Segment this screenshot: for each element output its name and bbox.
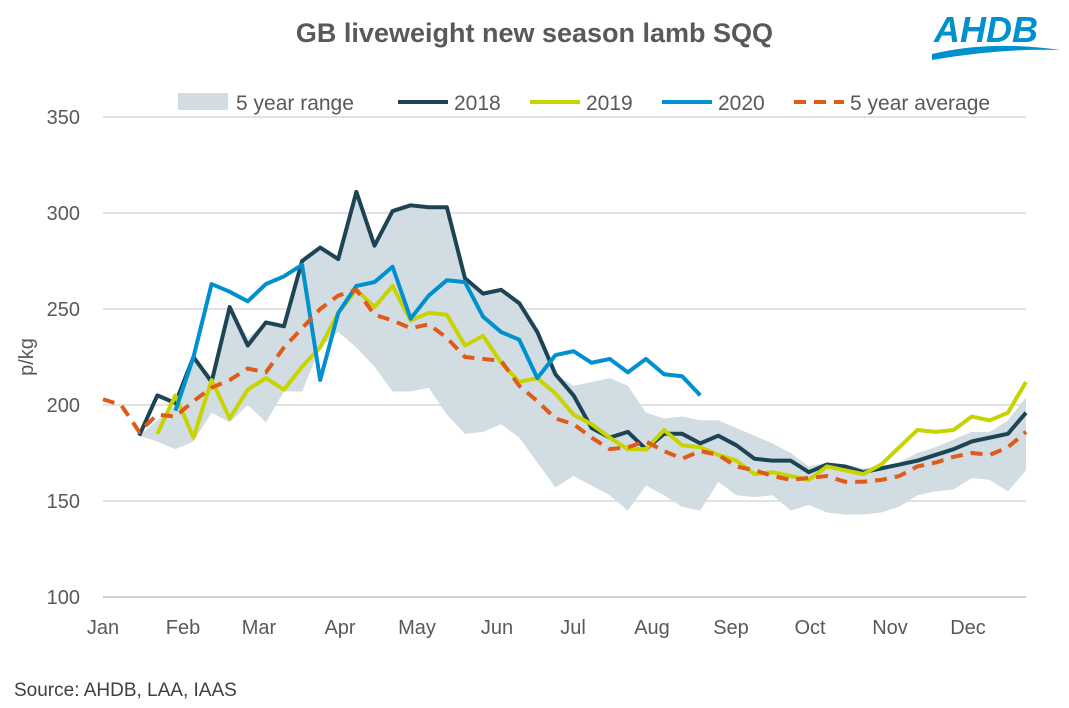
- x-tick-label: Oct: [794, 617, 826, 639]
- series-line-2020: [173, 262, 702, 412]
- y-tick-label: 100: [47, 587, 80, 609]
- x-tick-label: Aug: [634, 617, 670, 639]
- x-tick-label: Feb: [166, 617, 200, 639]
- x-tick-label: Sep: [713, 617, 749, 639]
- legend-label: 2020: [718, 92, 765, 115]
- legend-swatch-band: [178, 93, 228, 110]
- x-tick-label: Jan: [87, 617, 119, 639]
- ahdb-logo: AHDB: [932, 9, 1060, 60]
- legend-label: 2019: [586, 92, 633, 115]
- legend-label: 5 year average: [850, 92, 990, 115]
- y-tick-label: 350: [47, 107, 80, 129]
- x-tick-label: Dec: [950, 617, 986, 639]
- y-axis-label: p/kg: [16, 338, 38, 376]
- series-line-2019: [155, 283, 1028, 482]
- source-note: Source: AHDB, LAA, IAAS: [14, 680, 237, 701]
- y-tick-label: 200: [47, 395, 80, 417]
- y-tick-label: 150: [47, 491, 80, 513]
- series-line-5-year-average: [102, 287, 1028, 484]
- y-tick-label: 300: [47, 203, 80, 225]
- chart-title: GB liveweight new season lamb SQQ: [295, 18, 774, 48]
- x-tick-label: Jun: [481, 617, 513, 639]
- x-tick-label: Jul: [560, 617, 586, 639]
- legend-label: 2018: [454, 92, 501, 115]
- range-band: [139, 191, 1027, 515]
- x-tick-label: Nov: [872, 617, 908, 639]
- series-line-2018: [137, 189, 1028, 475]
- y-tick-label: 250: [47, 299, 80, 321]
- x-tick-label: Apr: [324, 617, 355, 639]
- x-tick-label: Mar: [242, 617, 277, 639]
- x-tick-label: May: [398, 617, 436, 639]
- svg-text:AHDB: AHDB: [933, 9, 1038, 50]
- legend-label: 5 year range: [236, 92, 354, 115]
